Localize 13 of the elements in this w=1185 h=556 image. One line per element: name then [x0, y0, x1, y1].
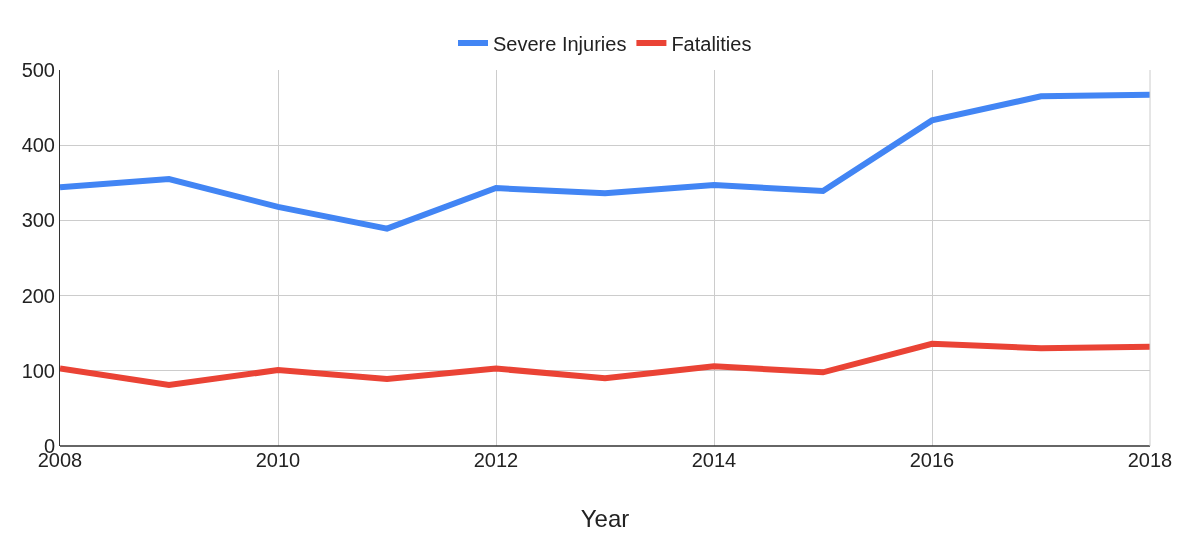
- x-axis-title: Year: [580, 505, 630, 533]
- x-tick-label: 2018: [1127, 449, 1173, 471]
- y-tick-label: 400: [21, 134, 55, 157]
- x-tick-label: 2016: [909, 449, 955, 471]
- legend-label: Severe Injuries: [493, 32, 627, 55]
- x-tick-label: 2010: [255, 449, 301, 471]
- y-tick-label: 300: [21, 209, 55, 232]
- legend-label: Fatalities: [671, 32, 752, 55]
- y-tick-label: 100: [21, 359, 55, 382]
- y-tick-label: 500: [21, 59, 55, 81]
- x-tick-label: 2014: [691, 449, 737, 471]
- x-tick-label: 2012: [473, 449, 519, 471]
- y-tick-label: 200: [21, 284, 55, 307]
